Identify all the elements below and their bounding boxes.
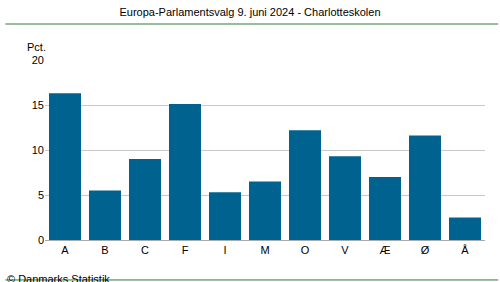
svg-text:A: A	[61, 244, 69, 256]
svg-text:© Danmarks Statistik: © Danmarks Statistik	[7, 273, 110, 282]
svg-text:B: B	[101, 244, 108, 256]
svg-text:C: C	[141, 244, 149, 256]
svg-text:V: V	[341, 244, 349, 256]
svg-text:0: 0	[38, 234, 44, 246]
svg-text:I: I	[223, 244, 226, 256]
svg-text:10: 10	[32, 144, 44, 156]
svg-text:F: F	[182, 244, 189, 256]
svg-text:20: 20	[32, 54, 44, 66]
svg-text:O: O	[301, 244, 310, 256]
svg-text:Pct.: Pct.	[27, 41, 46, 53]
svg-text:Æ: Æ	[380, 244, 391, 256]
svg-text:15: 15	[32, 99, 44, 111]
svg-text:Ø: Ø	[421, 244, 430, 256]
svg-text:M: M	[260, 244, 269, 256]
svg-text:Europa-Parlamentsvalg 9. juni: Europa-Parlamentsvalg 9. juni 2024 - Cha…	[119, 6, 380, 18]
svg-text:5: 5	[38, 189, 44, 201]
svg-text:Å: Å	[461, 244, 469, 256]
